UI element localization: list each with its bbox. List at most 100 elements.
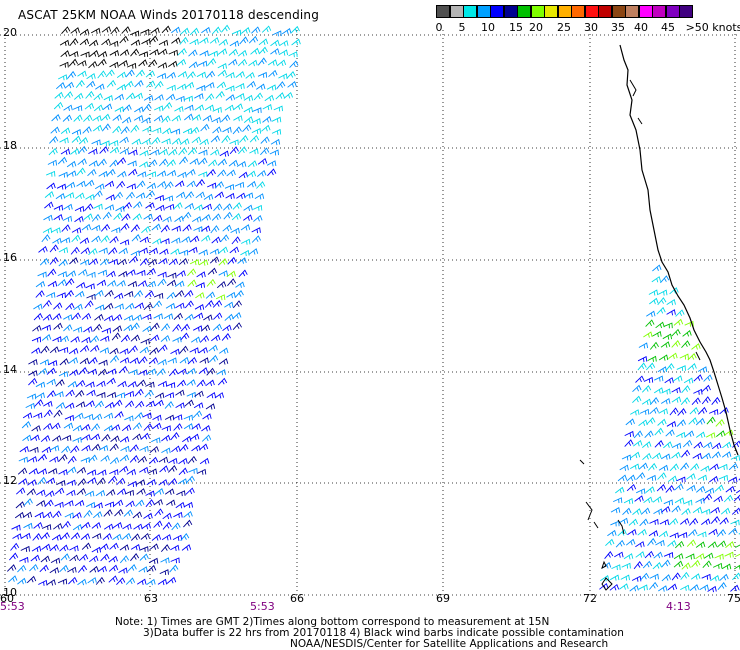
- wind-barb: [609, 574, 620, 581]
- wind-barb: [97, 50, 108, 58]
- legend-label: 15: [509, 21, 523, 34]
- wind-barb: [79, 237, 90, 244]
- wind-barb: [108, 258, 119, 265]
- wind-barb: [78, 137, 89, 145]
- wind-barb: [175, 402, 185, 409]
- wind-barb: [94, 400, 105, 409]
- wind-barb: [127, 160, 137, 167]
- wind-barb: [47, 280, 58, 288]
- wind-barb: [44, 499, 54, 508]
- wind-barb: [241, 27, 251, 34]
- wind-barb: [735, 553, 740, 558]
- wind-barb: [139, 236, 150, 243]
- wind-barb: [194, 93, 204, 100]
- wind-barb: [702, 560, 712, 569]
- wind-barb: [154, 94, 164, 101]
- wind-barb: [10, 542, 20, 551]
- wind-barb: [666, 298, 676, 306]
- wind-barb: [177, 368, 187, 375]
- wind-barb: [127, 480, 137, 488]
- wind-barb: [218, 270, 228, 277]
- wind-barb: [704, 487, 715, 494]
- wind-barb: [130, 30, 140, 37]
- wind-barb: [646, 417, 656, 425]
- wind-barb: [126, 183, 136, 190]
- map-title: ASCAT 25KM NOAA Winds 20170118 descendin…: [18, 8, 320, 22]
- wind-barb: [275, 92, 285, 100]
- wind-barb: [6, 564, 17, 572]
- wind-barb: [227, 278, 237, 287]
- wind-barb: [218, 246, 229, 254]
- wind-barb: [261, 25, 272, 33]
- wind-barb: [90, 423, 101, 432]
- coastline-path: [619, 44, 739, 456]
- wind-barb: [227, 256, 237, 265]
- wind-barb: [138, 247, 148, 254]
- wind-barb: [91, 139, 101, 146]
- wind-barb: [29, 563, 39, 572]
- wind-barb: [213, 203, 223, 212]
- wind-barb: [235, 83, 245, 90]
- legend-label: 40: [634, 21, 648, 34]
- wind-barb: [225, 85, 235, 92]
- wind-barb: [191, 444, 201, 452]
- wind-barb: [106, 79, 116, 88]
- wind-barb: [103, 523, 114, 530]
- wind-barb: [183, 519, 193, 528]
- wind-barb: [215, 294, 226, 301]
- wind-barb: [130, 224, 140, 233]
- wind-barb: [604, 551, 614, 559]
- wind-barb: [217, 377, 228, 386]
- wind-barb: [201, 214, 211, 221]
- wind-barb: [119, 148, 130, 155]
- wind-barb: [70, 445, 80, 454]
- wind-barb: [145, 490, 155, 497]
- wind-barb: [697, 406, 708, 415]
- wind-barb: [681, 449, 691, 458]
- wind-barb: [121, 213, 131, 222]
- wind-barb: [37, 271, 47, 278]
- wind-barb: [80, 259, 90, 266]
- wind-barb: [118, 59, 129, 67]
- wind-barb: [679, 353, 689, 360]
- wind-barb: [160, 334, 171, 342]
- wind-barb: [248, 248, 259, 255]
- wind-barb: [55, 192, 66, 200]
- wind-barb: [711, 451, 721, 459]
- wind-barb: [701, 384, 711, 393]
- wind-barb: [622, 507, 632, 516]
- wind-barb: [671, 328, 681, 337]
- wind-barb: [35, 290, 45, 298]
- wind-barb: [719, 573, 729, 581]
- wind-barb: [29, 446, 39, 453]
- wind-barb: [146, 267, 156, 276]
- wind-barb: [49, 136, 59, 144]
- wind-barb: [89, 565, 99, 573]
- wind-barb: [632, 395, 642, 404]
- wind-barb: [139, 546, 149, 552]
- wind-barb: [130, 553, 140, 562]
- wind-barb: [660, 275, 670, 284]
- wind-barb: [646, 474, 657, 481]
- wind-barb: [41, 446, 52, 453]
- wind-barb: [127, 380, 137, 388]
- wind-barb: [605, 538, 615, 547]
- wind-barb: [64, 81, 75, 89]
- wind-barb: [26, 575, 37, 584]
- wind-barb: [109, 347, 119, 355]
- wind-barb: [68, 347, 79, 355]
- wind-barb: [710, 574, 720, 582]
- wind-barb: [123, 509, 134, 517]
- wind-barb: [238, 171, 249, 179]
- wind-barb: [209, 248, 220, 255]
- wind-barb: [659, 519, 670, 526]
- wind-barb: [636, 472, 646, 480]
- wind-barb: [9, 552, 19, 561]
- wind-barb: [151, 223, 162, 231]
- wind-barb: [642, 560, 653, 569]
- wind-barb: [112, 125, 122, 134]
- wind-barb: [152, 127, 162, 134]
- wind-barb: [116, 180, 126, 189]
- wind-barb: [57, 74, 68, 81]
- wind-barb: [96, 392, 106, 398]
